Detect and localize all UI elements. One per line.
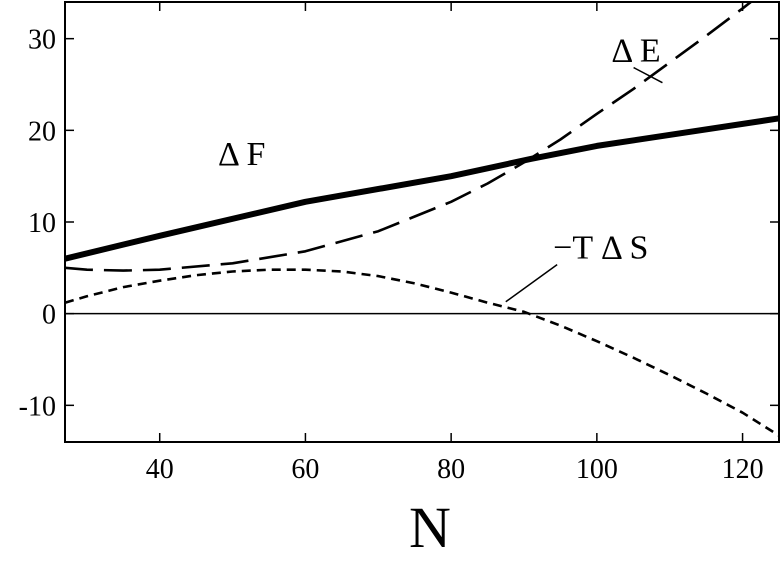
- tick-labels-group: 40 60 80 100 120 -10 0 10 20 30: [19, 25, 764, 485]
- y-tick-label-0: 0: [42, 300, 56, 331]
- plot-border: [64, 1, 780, 443]
- annotation-pointer-TdS: [505, 264, 558, 303]
- x-tick-label-60: 60: [291, 454, 319, 485]
- x-axis-title: N: [409, 495, 451, 560]
- y-tick-label-10: 10: [28, 208, 56, 239]
- y-tick-label-30: 30: [28, 25, 56, 56]
- annotations-group: Δ F Δ E −T Δ S: [218, 33, 663, 303]
- x-tick-label-100: 100: [576, 454, 618, 485]
- annotation-dF: Δ F: [218, 136, 265, 173]
- annotation-pointer-dE: [633, 66, 663, 84]
- x-tick-label-80: 80: [437, 454, 465, 485]
- series-group: [65, 2, 779, 437]
- annotation-dE: Δ E: [611, 33, 660, 70]
- y-tick-label-neg10: -10: [19, 391, 56, 422]
- minus-t-delta-s-line: [65, 268, 779, 437]
- delta-f-line: [65, 115, 779, 262]
- plot-frame: [64, 1, 780, 443]
- x-tick-label-120: 120: [722, 454, 764, 485]
- ticks-group: [65, 2, 779, 442]
- annotation-TdS: −T Δ S: [553, 230, 648, 267]
- x-tick-label-40: 40: [146, 454, 174, 485]
- delta-e-line: [65, 2, 753, 272]
- y-tick-label-20: 20: [28, 116, 56, 147]
